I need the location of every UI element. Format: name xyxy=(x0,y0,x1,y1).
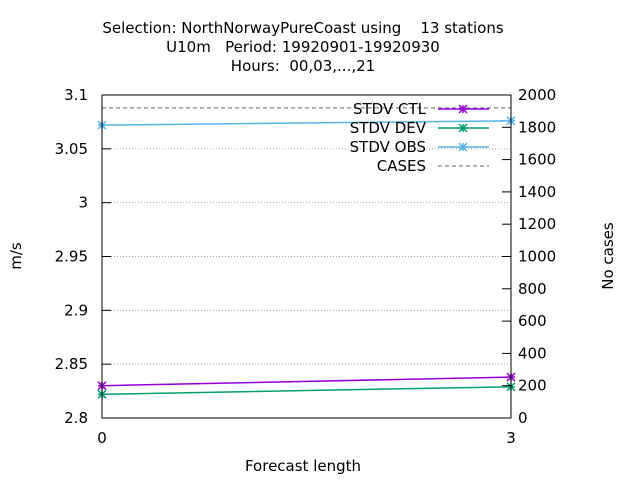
y-tick-label: 3 xyxy=(78,194,88,212)
y2-tick-label: 400 xyxy=(518,344,547,362)
y2-tick-label: 800 xyxy=(518,280,547,298)
y2-axis-label: No cases xyxy=(599,222,617,290)
y2-tick-label: 1000 xyxy=(518,248,556,266)
y2-tick-label: 1800 xyxy=(518,118,556,136)
y-axis-label: m/s xyxy=(7,242,25,270)
axes: 2.8 2.85 2.9 2.95 3 3.05 3.1 0 200 400 600 800 1000 1… xyxy=(55,86,557,447)
y2-tick-label: 200 xyxy=(518,377,547,395)
y2-tick-label: 0 xyxy=(518,409,528,427)
y-tick-label: 2.85 xyxy=(55,355,88,373)
x-tick-label: 0 xyxy=(97,429,107,447)
legend-marker-stdv-dev xyxy=(458,123,468,133)
legend-label-stdv-dev: STDV DEV xyxy=(350,119,427,137)
x-tick-label: 3 xyxy=(506,429,516,447)
series-line-stdv-dev xyxy=(101,386,512,396)
y-tick-label: 3.05 xyxy=(55,140,88,158)
grid xyxy=(102,148,511,365)
series-line-stdv-obs xyxy=(101,120,512,126)
y-tick-label: 3.1 xyxy=(64,86,88,104)
y2-tick-label: 1400 xyxy=(518,183,556,201)
y-tick-label: 2.95 xyxy=(55,248,88,266)
legend-label-cases: CASES xyxy=(377,157,426,175)
x-axis-label: Forecast length xyxy=(245,457,361,475)
y2-tick-label: 1600 xyxy=(518,151,556,169)
y2-tick-label: 1200 xyxy=(518,215,556,233)
chart-title-line-1: Selection: NorthNorwayPureCoast using 13… xyxy=(102,19,504,37)
legend-marker-stdv-obs xyxy=(458,142,468,152)
chart-title-line-2: U10m Period: 19920901-19920930 xyxy=(166,38,440,56)
legend-marker-stdv-ctl xyxy=(458,104,468,114)
series-line-stdv-ctl xyxy=(101,376,512,387)
series-layer xyxy=(97,107,516,399)
y-tick-label: 2.9 xyxy=(64,301,88,319)
chart-title-line-3: Hours: 00,03,...,21 xyxy=(231,57,375,75)
y2-tick-label: 2000 xyxy=(518,86,556,104)
y-tick-label: 2.8 xyxy=(64,409,88,427)
legend-label-stdv-obs: STDV OBS xyxy=(350,138,426,156)
legend-label-stdv-ctl: STDV CTL xyxy=(353,100,427,118)
y2-tick-label: 600 xyxy=(518,312,547,330)
